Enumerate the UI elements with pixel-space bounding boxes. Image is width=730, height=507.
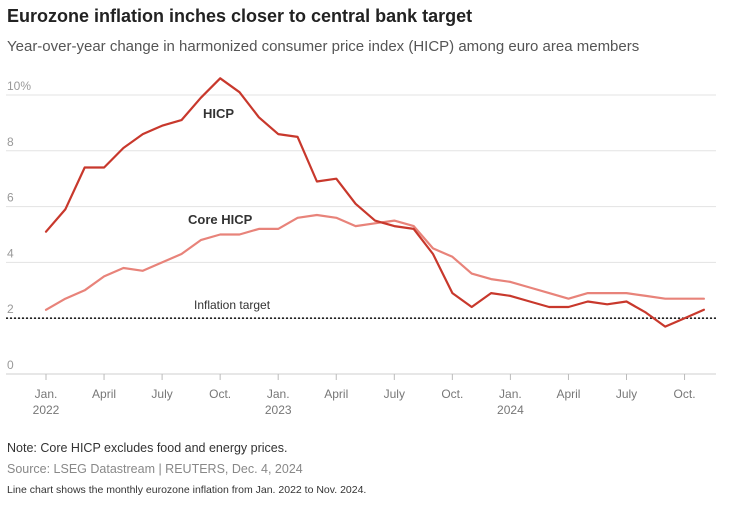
x-tick-label: Jan. xyxy=(35,387,58,401)
x-tick-year-label: 2022 xyxy=(33,403,60,417)
x-tick-label: Oct. xyxy=(209,387,231,401)
x-tick-label: Jan. xyxy=(499,387,522,401)
y-tick-label: 10% xyxy=(7,79,31,93)
chart-source: Source: LSEG Datastream | REUTERS, Dec. … xyxy=(7,462,303,476)
series-labels: HICP Core HICP xyxy=(188,106,253,227)
x-tick-label: April xyxy=(324,387,348,401)
series-label-hicp: HICP xyxy=(203,106,234,121)
y-axis-ticks: 0 2 4 6 8 10% xyxy=(7,79,31,372)
x-tick-label: Oct. xyxy=(674,387,696,401)
x-tick-label: Oct. xyxy=(441,387,463,401)
series-group xyxy=(44,77,706,328)
x-tick-label: July xyxy=(384,387,405,401)
chart-note: Note: Core HICP excludes food and energy… xyxy=(7,441,288,455)
x-tick-label: April xyxy=(92,387,116,401)
y-tick-label: 2 xyxy=(7,302,14,316)
x-tick-year-label: 2024 xyxy=(497,403,524,417)
y-tick-label: 0 xyxy=(7,358,14,372)
inflation-target-label: Inflation target xyxy=(194,298,271,312)
reference-line-group: Inflation target xyxy=(6,298,716,320)
chart-alt-text: Line chart shows the monthly eurozone in… xyxy=(7,484,367,496)
series-line-core-hicp xyxy=(44,213,706,311)
y-tick-label: 6 xyxy=(7,191,14,205)
y-tick-label: 8 xyxy=(7,135,14,149)
x-tick-label: April xyxy=(556,387,580,401)
series-line-hicp xyxy=(44,77,706,328)
x-tick-label: Jan. xyxy=(267,387,290,401)
x-tick-label: July xyxy=(616,387,637,401)
series-label-core-hicp: Core HICP xyxy=(188,212,253,227)
x-tick-year-label: 2023 xyxy=(265,403,292,417)
chart-subtitle: Year-over-year change in harmonized cons… xyxy=(7,38,640,55)
x-axis-ticks: Jan. 2022 April July Oct. Jan. 2023 April July Oc… xyxy=(33,374,696,417)
chart-title: Eurozone inflation inches closer to cent… xyxy=(7,6,473,26)
x-tick-label: July xyxy=(151,387,172,401)
gridlines xyxy=(6,94,716,375)
y-tick-label: 4 xyxy=(7,246,14,260)
line-chart: 0 2 4 6 8 10% Jan. 2022 April July Oct. Jan. 2023 Ap… xyxy=(6,77,716,417)
